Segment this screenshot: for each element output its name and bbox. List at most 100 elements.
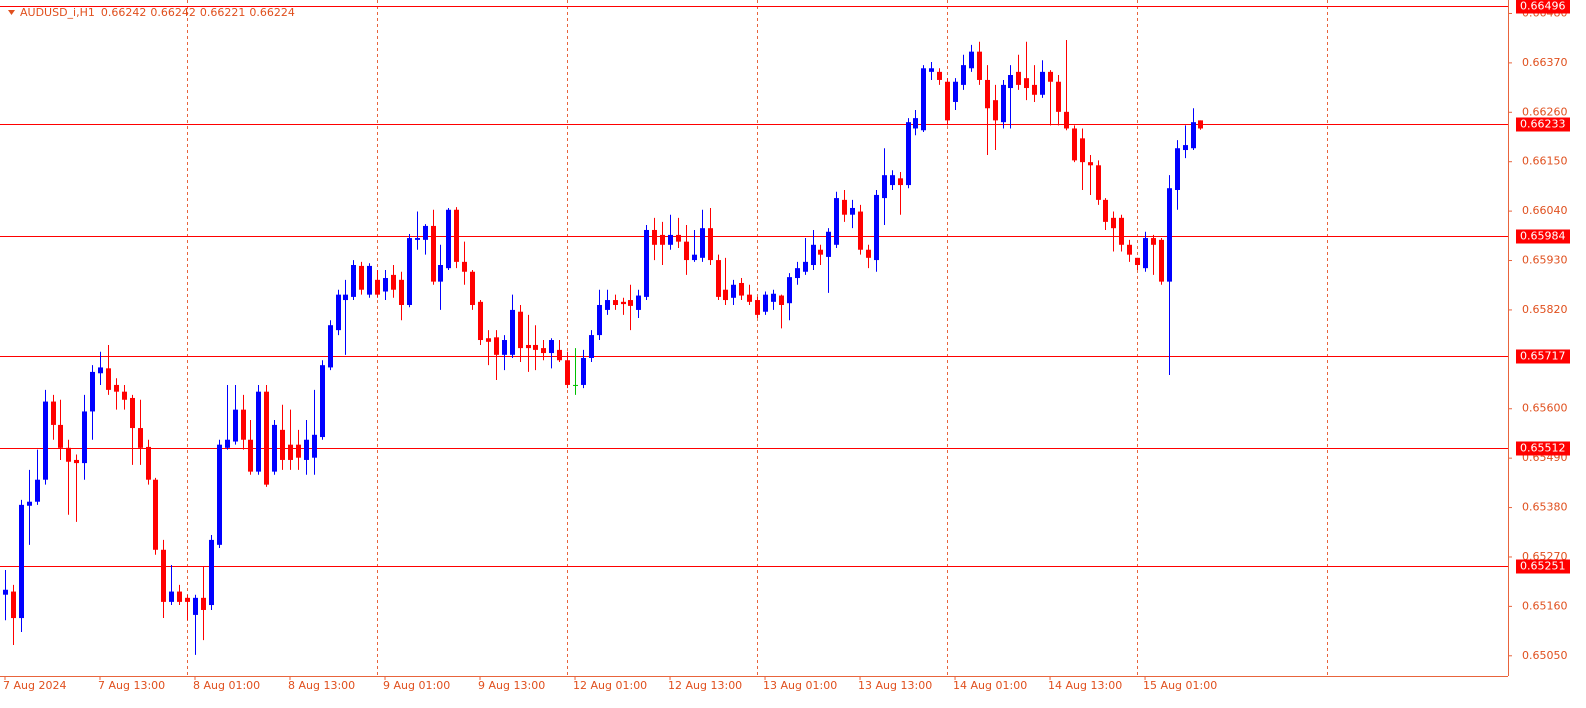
candle-body (803, 261, 808, 272)
candle-body (312, 434, 317, 458)
candle-body (423, 225, 428, 240)
candle-body (882, 175, 887, 199)
x-tick-label: 8 Aug 13:00 (288, 679, 355, 692)
candle-body (811, 244, 816, 266)
candle-body (708, 228, 713, 261)
candle-body (343, 294, 348, 301)
candle-body (256, 391, 261, 472)
candle-body (1080, 138, 1085, 163)
candle-body (1088, 162, 1093, 166)
candle-body (248, 439, 253, 472)
candle-body (478, 301, 483, 341)
candle-body (985, 79, 990, 109)
candle-body (1008, 75, 1013, 89)
candle-body (541, 348, 546, 354)
candle-body (652, 229, 657, 245)
x-tick-label: 7 Aug 13:00 (98, 679, 165, 692)
candle-body (1016, 71, 1021, 85)
candle-body (731, 284, 736, 298)
candle-body (193, 597, 198, 615)
candle-body (1175, 148, 1180, 190)
x-tick-label: 13 Aug 13:00 (858, 679, 932, 692)
candle-body (161, 549, 166, 602)
candle-body (415, 238, 420, 240)
candle-body (906, 122, 911, 186)
candle-body (217, 444, 222, 545)
candle-body (549, 340, 554, 354)
candle-body (153, 479, 158, 550)
candle-body (628, 300, 633, 306)
candle-body (510, 309, 515, 355)
y-tick-label: 0.66370 (1522, 56, 1568, 69)
candle-body (850, 207, 855, 215)
y-tick-label: 0.65600 (1522, 402, 1568, 415)
y-tick-label: 0.65050 (1522, 649, 1568, 662)
level-label: 0.66233 (1520, 118, 1566, 131)
day-separators (187, 0, 1328, 676)
candle-body (169, 591, 174, 602)
candle-body (1056, 81, 1061, 112)
candle-body (74, 459, 79, 464)
candle-body (51, 401, 56, 425)
candle-body (122, 391, 127, 400)
candle-body (233, 409, 238, 442)
candle-body (1111, 217, 1116, 229)
candle-body (636, 295, 641, 310)
candle-body (375, 279, 380, 295)
candle-body (288, 444, 293, 460)
y-tick-label: 0.65380 (1522, 501, 1568, 514)
level-label: 0.66496 (1520, 0, 1566, 13)
candle-body (533, 344, 538, 350)
symbol: AUDUSD_i,H1 (20, 6, 95, 19)
candle-body (185, 597, 190, 602)
candle-body (130, 397, 135, 429)
candle-body (431, 225, 436, 282)
candle-body (391, 274, 396, 290)
level-label-box (1516, 229, 1570, 244)
high-value: 0.66242 (150, 6, 196, 19)
candle-body (668, 234, 673, 245)
x-tick-label: 14 Aug 13:00 (1048, 679, 1122, 692)
candle-body (961, 65, 966, 85)
y-tick-label: 0.65930 (1522, 254, 1568, 267)
candle-body (1103, 199, 1108, 222)
candle-body (1040, 71, 1045, 95)
candle-body (644, 229, 649, 297)
candle-body (723, 289, 728, 301)
candle-body (1151, 238, 1156, 245)
candle-body (739, 282, 744, 296)
candle-body (1191, 122, 1196, 149)
candle-body (328, 325, 333, 368)
x-tick-label: 8 Aug 01:00 (193, 679, 260, 692)
candle-body (407, 238, 412, 305)
candle-body (43, 401, 48, 480)
candle-body (367, 265, 372, 295)
candle-body (1135, 257, 1140, 266)
y-tick-label: 0.65820 (1522, 303, 1568, 316)
x-tick-label: 13 Aug 01:00 (763, 679, 837, 692)
candle-body (787, 277, 792, 304)
candle-body (58, 424, 63, 448)
candle-body (486, 338, 491, 342)
candle-body (795, 268, 800, 279)
candle-body (11, 591, 16, 619)
candle-body (462, 261, 467, 272)
candle-body (953, 81, 958, 102)
candle-body (27, 501, 32, 506)
candle-body (280, 429, 285, 460)
low-value: 0.66221 (200, 6, 246, 19)
collapse-icon (8, 10, 15, 15)
y-tick-label: 0.66040 (1522, 204, 1568, 217)
x-tick-label: 7 Aug 2024 (3, 679, 66, 692)
candle-body (209, 539, 214, 606)
candle-body (399, 279, 404, 305)
x-tick-label: 9 Aug 01:00 (383, 679, 450, 692)
candle-body (826, 231, 831, 257)
candle-body (969, 51, 974, 69)
candle-body (138, 428, 143, 448)
candle-body (613, 300, 618, 305)
candle-body (977, 51, 982, 80)
candle-body (842, 199, 847, 215)
candle-body (692, 254, 697, 261)
